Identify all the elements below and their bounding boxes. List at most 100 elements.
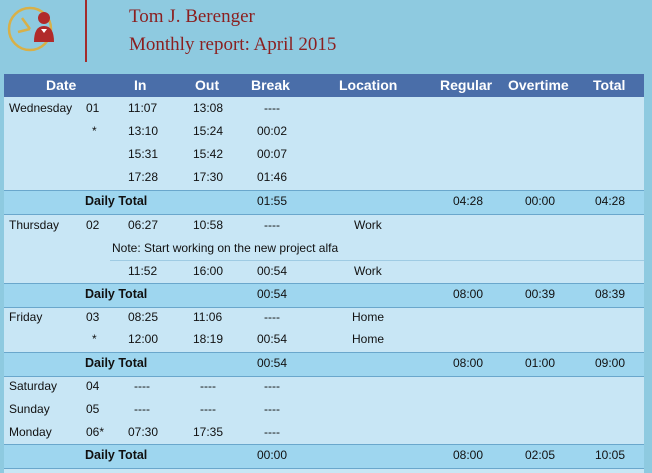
row-divider	[4, 307, 644, 308]
total-overtime: 00:39	[525, 287, 556, 301]
time-in: 08:25	[128, 310, 159, 324]
location-value: Home	[352, 332, 385, 346]
date-num: 01	[86, 101, 100, 115]
total-regular: 08:00	[453, 356, 484, 370]
total-break: 00:00	[257, 448, 288, 462]
date-day: Wednesday	[9, 101, 73, 115]
total-total: 04:28	[595, 194, 626, 208]
time-out: 10:58	[193, 218, 224, 232]
time-out: 13:08	[193, 101, 224, 115]
daily-total-row: Daily Total 01:55 04:28 00:00 04:28	[4, 191, 644, 214]
note-row: Note: Start working on the new project a…	[4, 238, 644, 261]
date-num: 06*	[86, 425, 105, 439]
break-time: ----	[264, 101, 280, 115]
table-row: Monday 06* 07:30 17:35 ----	[4, 422, 644, 445]
break-time: ----	[264, 379, 280, 393]
date-day: Thursday	[9, 218, 60, 232]
time-out: 15:24	[193, 124, 224, 138]
date-num: 04	[86, 379, 100, 393]
table-row: Sunday 05 ---- ---- ----	[4, 399, 644, 422]
time-in: 15:31	[128, 147, 159, 161]
time-in: 06:27	[128, 218, 159, 232]
entry-note: Note: Start working on the new project a…	[112, 241, 339, 255]
total-total: 08:39	[595, 287, 626, 301]
daily-total-row: Daily Total 00:00 08:00 02:05 10:05	[4, 445, 644, 468]
break-time: 00:02	[257, 124, 288, 138]
table-row: * 13:10 15:24 00:02	[4, 121, 644, 144]
col-in: In	[134, 77, 147, 93]
row-divider	[4, 376, 644, 377]
time-out: 15:42	[193, 147, 224, 161]
total-overtime: 02:05	[525, 448, 556, 462]
row-divider	[4, 444, 644, 445]
time-out: 11:06	[193, 310, 223, 324]
table-row: Wednesday 01 11:07 13:08 ----	[4, 98, 644, 121]
table-row: Thursday 02 06:27 10:58 ---- Work	[4, 215, 644, 238]
total-regular: 04:28	[453, 194, 484, 208]
break-time: 00:07	[257, 147, 288, 161]
date-num: 05	[86, 402, 100, 416]
break-time: ----	[264, 310, 280, 324]
row-divider	[4, 352, 644, 353]
break-time: 00:54	[257, 264, 288, 278]
entry-mark: *	[92, 124, 97, 138]
total-regular: 08:00	[453, 448, 484, 462]
break-time: ----	[264, 425, 280, 439]
table-row: 11:52 16:00 00:54 Work	[4, 261, 644, 284]
table-row: Saturday 04 ---- ---- ----	[4, 376, 644, 399]
row-divider	[4, 283, 644, 284]
total-total: 09:00	[595, 356, 626, 370]
timesheet-table: Date In Out Break Location Regular Overt…	[4, 74, 644, 473]
location-value: Home	[352, 310, 385, 324]
break-time: ----	[264, 402, 280, 416]
total-break: 00:54	[257, 287, 288, 301]
total-break: 01:55	[257, 194, 288, 208]
report-subtitle: Monthly report: April 2015	[129, 34, 337, 55]
col-location: Location	[339, 77, 398, 93]
time-in: 12:00	[128, 332, 159, 346]
row-divider	[4, 190, 644, 191]
col-regular: Regular	[440, 77, 493, 93]
time-out: 17:30	[193, 170, 224, 184]
total-regular: 08:00	[453, 287, 484, 301]
time-in: ----	[134, 402, 150, 416]
time-out: ----	[200, 402, 216, 416]
table-row: 17:28 17:30 01:46	[4, 167, 644, 190]
date-day: Friday	[9, 310, 43, 324]
total-overtime: 00:00	[525, 194, 556, 208]
date-day: Saturday	[9, 379, 58, 393]
total-break: 00:54	[257, 356, 288, 370]
location-value: Work	[354, 264, 382, 278]
table-row: Friday 03 08:25 11:06 ---- Home	[4, 307, 644, 330]
total-overtime: 01:00	[525, 356, 556, 370]
col-out: Out	[195, 77, 220, 93]
col-date: Date	[46, 77, 77, 93]
break-time: ----	[264, 218, 280, 232]
time-out: ----	[200, 379, 216, 393]
time-in: 11:52	[128, 264, 158, 278]
col-total: Total	[593, 77, 626, 93]
time-in: 11:07	[128, 101, 158, 115]
daily-total-label: Daily Total	[85, 448, 148, 462]
date-num: 02	[86, 218, 100, 232]
daily-total-row: Daily Total 00:54 08:00 00:39 08:39	[4, 284, 644, 307]
break-time: 00:54	[257, 332, 288, 346]
time-in: 13:10	[128, 124, 159, 138]
report-header: Tom J. Berenger Monthly report: April 20…	[0, 0, 652, 70]
time-in: ----	[134, 379, 150, 393]
col-overtime: Overtime	[508, 77, 569, 93]
table-header: Date In Out Break Location Regular Overt…	[4, 74, 644, 97]
date-num: 03	[86, 310, 100, 324]
table-row: * 12:00 18:19 00:54 Home	[4, 329, 644, 352]
date-day: Sunday	[9, 402, 50, 416]
total-total: 10:05	[595, 448, 626, 462]
note-divider	[110, 260, 644, 261]
row-divider	[4, 468, 644, 469]
clock-worker-logo-icon	[7, 6, 54, 52]
break-time: 01:46	[257, 170, 288, 184]
col-break: Break	[251, 77, 290, 93]
daily-total-label: Daily Total	[85, 287, 148, 301]
daily-total-label: Daily Total	[85, 356, 148, 370]
daily-total-row: Daily Total 00:54 08:00 01:00 09:00	[4, 353, 644, 376]
daily-total-label: Daily Total	[85, 194, 148, 208]
